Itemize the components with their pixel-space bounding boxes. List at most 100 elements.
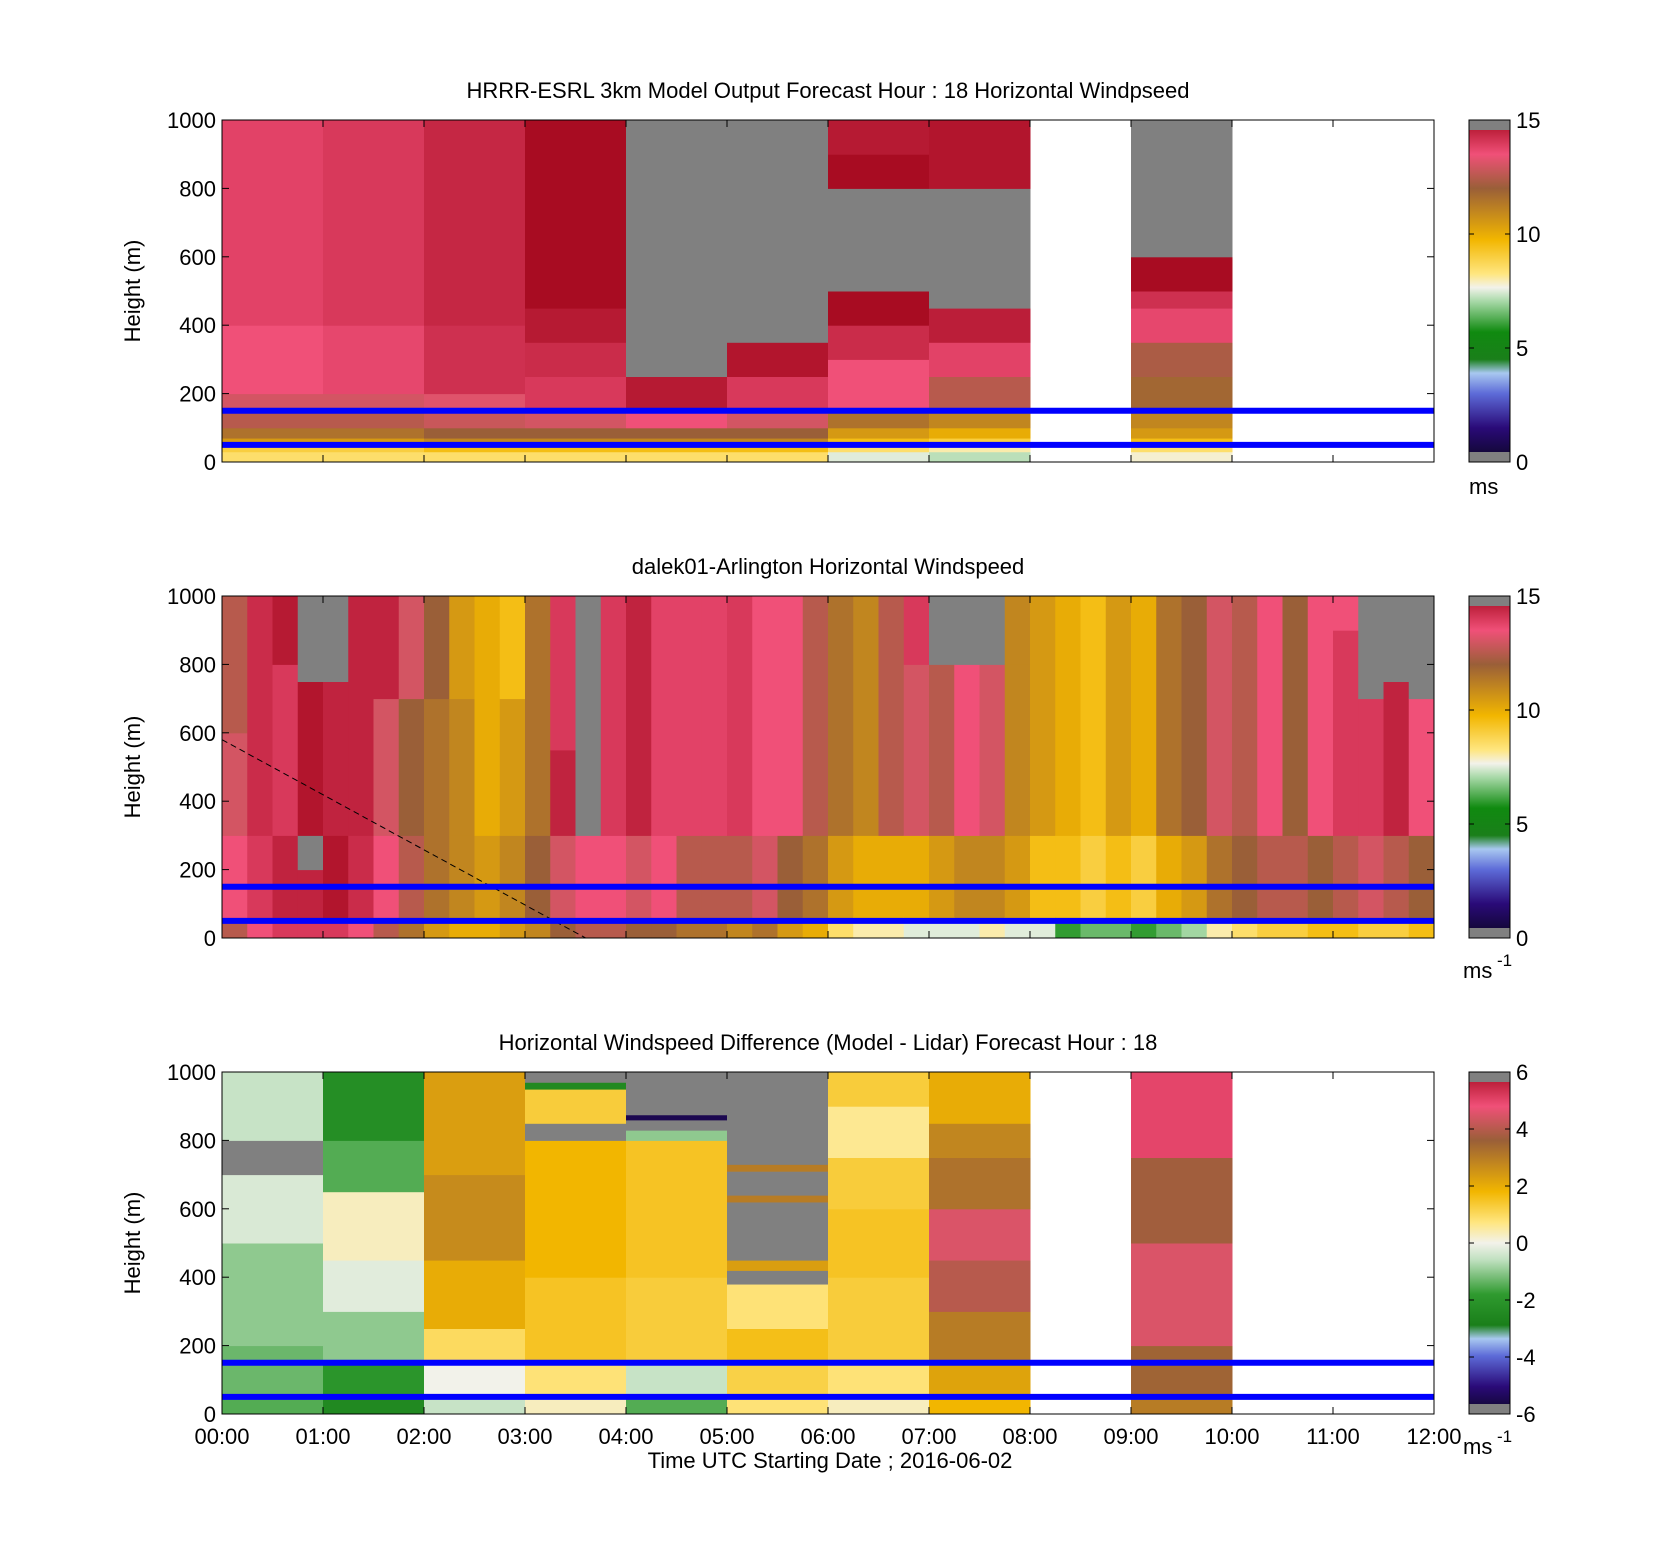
heatmap-cell: [626, 451, 728, 463]
y-tick-label: 800: [179, 652, 216, 677]
heatmap-cell: [222, 1072, 324, 1141]
heatmap-cell: [373, 698, 400, 836]
heatmap-cell: [1181, 596, 1208, 836]
y-tick-label: 600: [179, 1197, 216, 1222]
heatmap-cell: [600, 596, 627, 836]
heatmap-cell: [323, 1191, 425, 1261]
heatmap-cell: [828, 359, 930, 412]
heatmap-cell: [499, 835, 526, 918]
heatmap-cell: [954, 664, 980, 836]
heatmap-cell: [1358, 698, 1384, 836]
heatmap-cell: [929, 1362, 1031, 1398]
colorbar-tick-label: -4: [1516, 1345, 1536, 1370]
heatmap-cell: [727, 1362, 829, 1398]
heatmap-cell: [727, 438, 829, 446]
colorbar-tick-label: 10: [1516, 222, 1540, 247]
y-tick-label: 800: [179, 176, 216, 201]
heatmap-cell: [424, 1174, 526, 1261]
colorbar-top-cap: [1469, 1072, 1510, 1082]
y-tick-label: 600: [179, 721, 216, 746]
heatmap-cell: [979, 596, 1006, 665]
heatmap-cell: [929, 1072, 1031, 1124]
heatmap-cell: [929, 1260, 1031, 1312]
heatmap-cell: [424, 1072, 526, 1176]
heatmap-cell: [853, 835, 879, 918]
heatmap-cell: [929, 444, 1031, 453]
colorbar-unit: ms: [1463, 1434, 1492, 1459]
x-tick-label: 06:00: [800, 1424, 855, 1449]
heatmap-cell: [1131, 451, 1233, 463]
heatmap-cell: [727, 376, 829, 412]
heatmap-cell: [525, 342, 627, 377]
y-tick-label: 1000: [167, 1060, 216, 1085]
heatmap-cell: [727, 1201, 829, 1261]
heatmap-cell: [1131, 596, 1157, 836]
x-tick-label: 03:00: [497, 1424, 552, 1449]
heatmap-cell: [424, 120, 526, 326]
heatmap-cell: [929, 451, 1031, 463]
heatmap-cell: [1156, 835, 1182, 918]
heatmap-cell: [222, 732, 248, 836]
heatmap-cell: [323, 1396, 425, 1415]
x-tick-label: 10:00: [1204, 1424, 1259, 1449]
heatmap-cell: [525, 410, 627, 429]
heatmap-cell: [626, 1140, 728, 1278]
heatmap-cell: [499, 596, 526, 700]
x-tick-label: 05:00: [699, 1424, 754, 1449]
colorbar-frame: [1468, 119, 1511, 463]
heatmap-cell: [323, 444, 425, 453]
heatmap-cell: [1383, 596, 1410, 682]
heatmap-cell: [525, 1140, 627, 1278]
y-axis-ticks: 0 200 400 600 800 1000: [167, 1060, 1434, 1427]
chart-title: Horizontal Windspeed Difference (Model -…: [499, 1030, 1158, 1055]
colorbar: -6 -4 -2 0 2 4 6 ms -1: [1463, 1060, 1536, 1459]
dashed-reference-line: [221, 739, 586, 939]
heatmap-cell: [499, 698, 526, 836]
colorbar-unit: ms: [1463, 958, 1492, 983]
heatmap-cell: [348, 596, 374, 836]
x-tick-label: 02:00: [396, 1424, 451, 1449]
heatmap-cell: [297, 596, 324, 682]
y-tick-label: 400: [179, 1265, 216, 1290]
heatmap-cell: [222, 438, 324, 446]
x-axis-ticks: [221, 596, 1435, 938]
heatmap-cell: [525, 835, 551, 918]
heatmap-cell: [1105, 596, 1132, 836]
heatmap-cell: [1131, 835, 1157, 918]
heatmap-cell: [903, 835, 930, 918]
heatmap-cell: [626, 1114, 728, 1121]
heatmap-cell: [626, 1362, 728, 1398]
heatmap-cell: [1333, 835, 1359, 918]
heatmap-cell: [929, 596, 955, 665]
heatmap-cell: [1131, 308, 1233, 343]
heatmap-cell: [878, 596, 905, 836]
heatmap-cell: [297, 869, 324, 918]
heatmap-cell: [929, 427, 1031, 439]
heatmap-cell: [1055, 835, 1081, 918]
colorbar-tick-label: 5: [1516, 812, 1528, 837]
heatmap-cell: [575, 749, 602, 836]
heatmap-cell: [424, 438, 526, 446]
heatmap-cell: [525, 1277, 627, 1364]
heatmap-cell: [929, 1157, 1031, 1210]
heatmap-cell: [323, 1260, 425, 1312]
heatmap-cell: [727, 1164, 829, 1172]
heatmap-cell: [1181, 835, 1208, 918]
heatmap-cell: [323, 681, 349, 836]
heatmap-cell: [1131, 1345, 1233, 1398]
heatmap-cell: [828, 444, 930, 453]
y-axis-label: Height (m): [120, 716, 145, 819]
heatmap-cell: [222, 1396, 324, 1415]
heatmap-cell: [929, 410, 1031, 429]
x-tick-label: 07:00: [901, 1424, 956, 1449]
heatmap-cell: [398, 835, 425, 918]
heatmap-cell: [474, 698, 501, 836]
heatmap-cell: [727, 1171, 829, 1196]
y-tick-label: 400: [179, 313, 216, 338]
heatmap-cell: [424, 835, 450, 918]
heatmap-cell: [752, 596, 778, 836]
heatmap-cell: [474, 596, 501, 700]
colorbar-gradient: [1469, 120, 1510, 462]
y-tick-label: 200: [179, 1334, 216, 1359]
y-tick-label: 600: [179, 245, 216, 270]
